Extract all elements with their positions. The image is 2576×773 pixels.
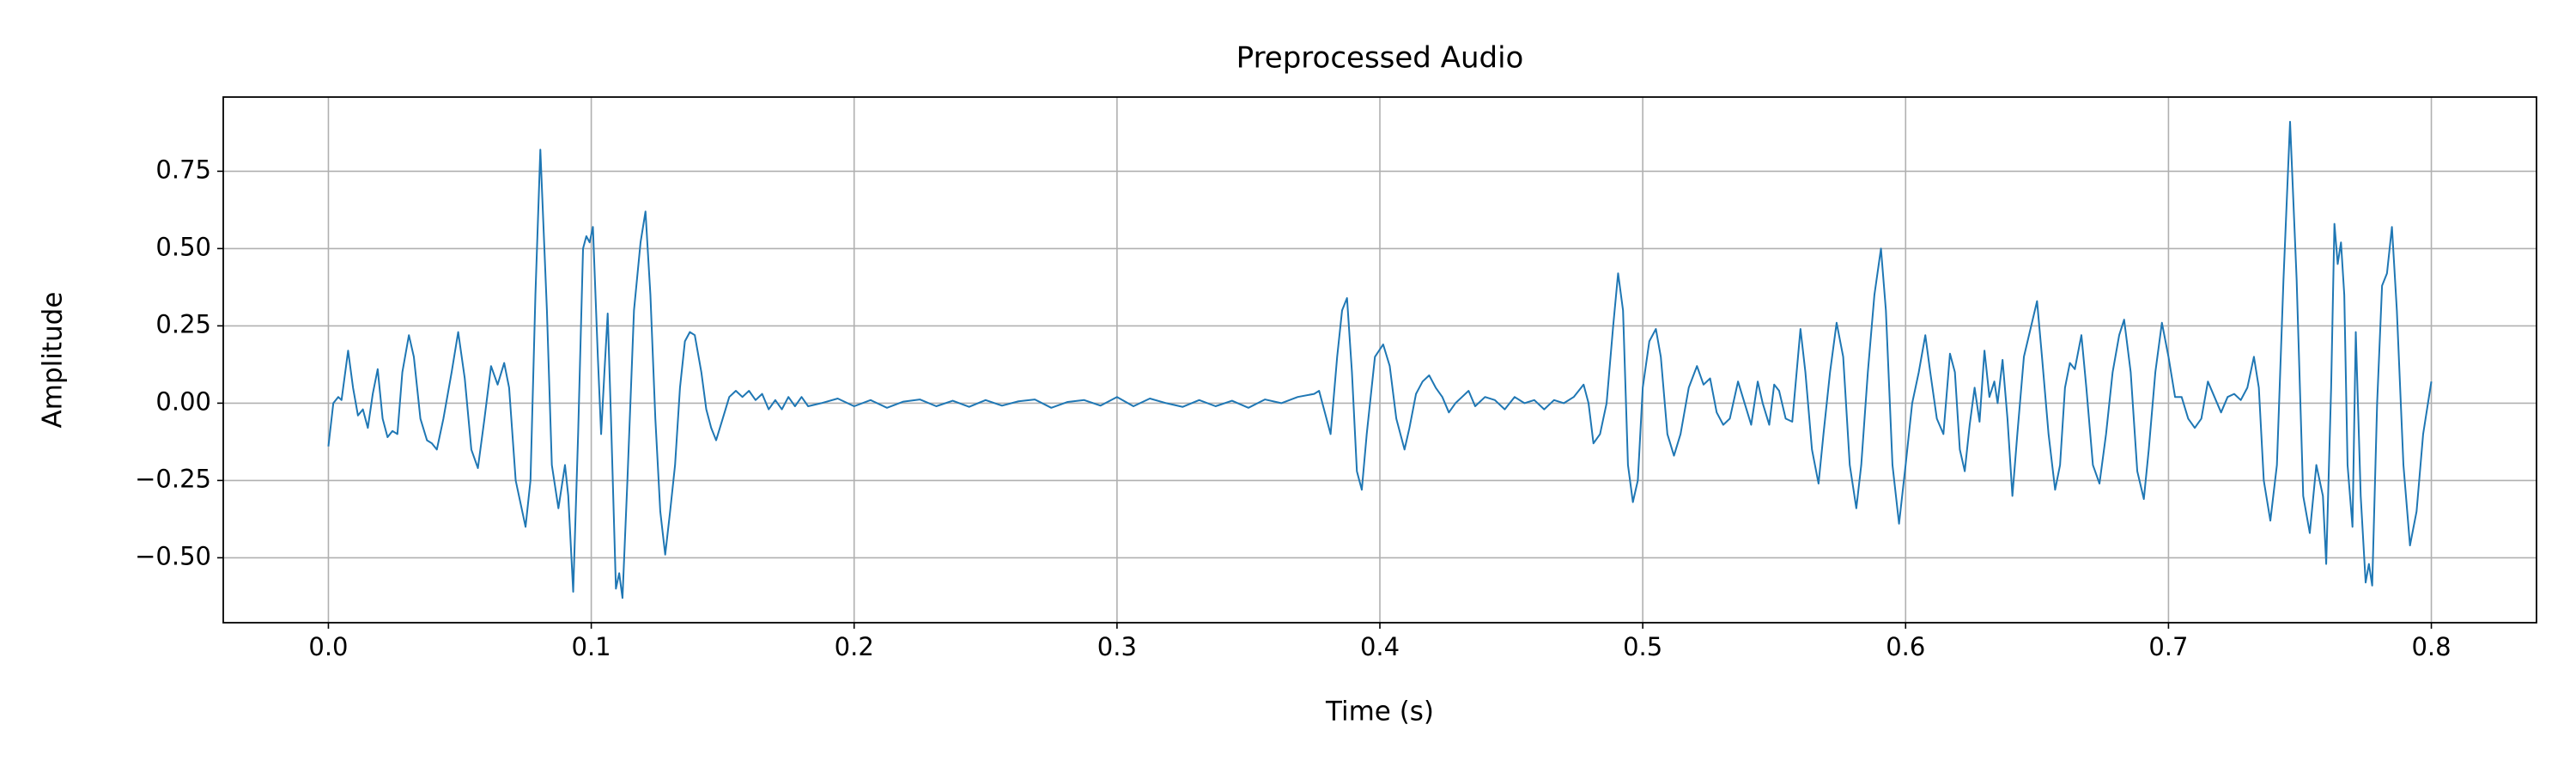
y-tick-label: 0.50: [155, 232, 211, 261]
x-tick-label: 0.5: [1623, 632, 1662, 661]
y-axis-label: Amplitude: [38, 292, 69, 429]
waveform-line: [327, 120, 2433, 600]
y-tick-label: −0.25: [135, 464, 211, 493]
x-tick-label: 0.8: [2411, 632, 2451, 661]
y-tick-label: 0.75: [155, 155, 211, 184]
y-tick-label: 0.00: [155, 386, 211, 416]
x-axis-label: Time (s): [1325, 697, 1434, 727]
grid: [223, 97, 2537, 623]
chart-title: Preprocessed Audio: [1236, 41, 1524, 76]
x-tick-label: 0.0: [308, 632, 348, 661]
y-tick-label: −0.50: [135, 541, 211, 570]
x-tick-label: 0.2: [835, 632, 874, 661]
y-tick-label: 0.25: [155, 309, 211, 338]
x-tick-label: 0.4: [1360, 632, 1400, 661]
x-tick-label: 0.1: [572, 632, 611, 661]
x-tick-label: 0.7: [2148, 632, 2188, 661]
x-tick-label: 0.3: [1097, 632, 1137, 661]
x-tick-label: 0.6: [1886, 632, 1925, 661]
plot-area: [327, 120, 2433, 600]
